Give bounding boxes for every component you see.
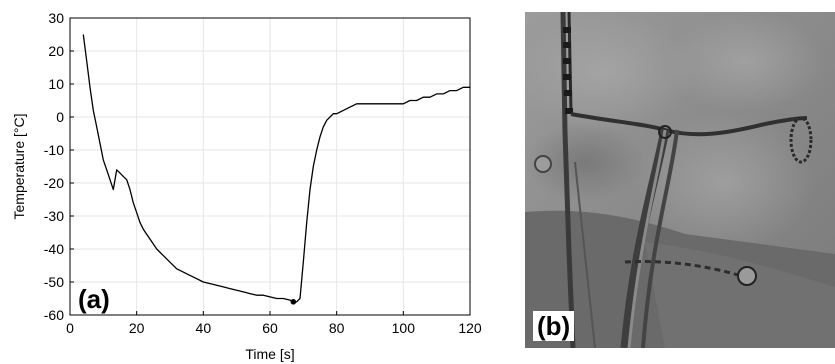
catheter-shaft: [560, 12, 576, 348]
y-tick-label: -30: [44, 208, 64, 224]
tissue-shadow: [525, 122, 645, 202]
x-axis-title: Time [s]: [245, 346, 294, 362]
bone-shadow: [665, 12, 825, 112]
lasso-catheter: [789, 116, 813, 164]
catheter-tip: [658, 125, 672, 139]
electrode-markers: [563, 27, 573, 114]
ecg-electrode: [534, 155, 552, 173]
temperature-series-line: [82, 34, 470, 303]
panel-a-label-box: (a): [75, 284, 113, 314]
temperature-chart: 0 20 40 60 80 100 1203020100-10-20-30-40-50-60…: [11, 10, 482, 362]
ecg-electrode: [737, 266, 757, 286]
guide-wire: [574, 161, 596, 348]
x-tick-label: 40: [196, 320, 212, 336]
y-tick-label: -60: [44, 307, 64, 323]
x-tick-label: 0: [66, 320, 74, 336]
x-tick-label: 60: [262, 320, 278, 336]
sheath-lumen: [627, 129, 667, 348]
y-tick-label: -40: [44, 241, 64, 257]
fluoroscopy-drawing: [525, 12, 835, 348]
bone-shadow: [635, 112, 815, 252]
x-tick-label: 80: [329, 320, 345, 336]
y-tick-label: 10: [48, 76, 64, 92]
y-tick-label: -10: [44, 142, 64, 158]
catheter-loop-line: [570, 112, 808, 137]
heart-shadow: [645, 242, 835, 348]
y-tick-label: 20: [48, 43, 64, 59]
y-axis-title: Temperature [°C]: [11, 114, 27, 220]
x-tick-label: 20: [129, 320, 145, 336]
chart-grid: [69, 17, 471, 316]
sheath: [641, 129, 679, 348]
x-tick-label: 120: [458, 320, 482, 336]
panel-a-label: (a): [78, 284, 110, 314]
fluoroscopy-image: (b): [525, 12, 835, 348]
y-tick-label: 0: [56, 109, 64, 125]
data-point-marker: [290, 299, 297, 305]
y-tick-label: 30: [48, 10, 64, 26]
x-tick-label: 100: [392, 320, 416, 336]
y-tick-label: -20: [44, 175, 64, 191]
series-layer: [82, 34, 470, 305]
y-tick-label: -50: [44, 274, 64, 290]
panel-b-label: (b): [533, 311, 575, 341]
